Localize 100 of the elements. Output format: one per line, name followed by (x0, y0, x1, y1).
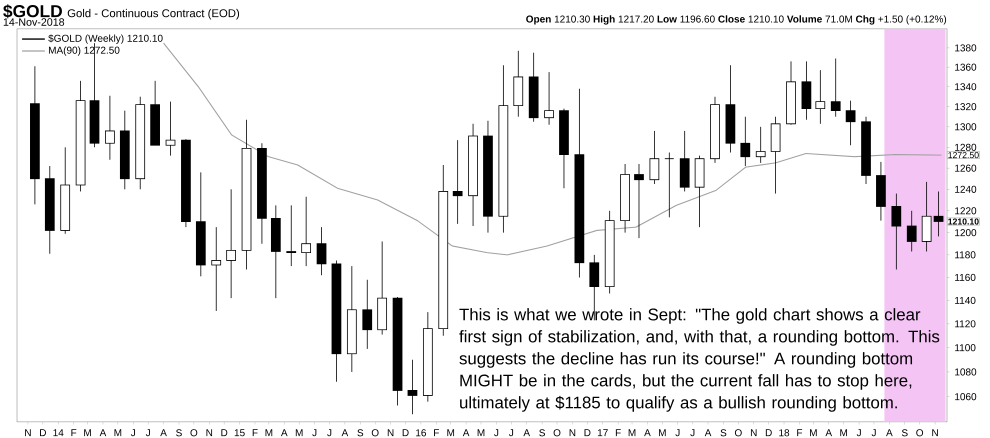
y-tick-label: 1280 (955, 144, 976, 151)
x-tick-label: J (130, 429, 136, 436)
x-tick-label: F (434, 429, 439, 436)
y-tick-label: 1380 (955, 44, 976, 52)
x-tick-label: 15 (234, 429, 245, 436)
x-tick-label: 14 (53, 429, 64, 436)
x-tick-label: S (176, 429, 182, 436)
x-tick-label: F (71, 429, 76, 436)
annotation: 1210.10 (948, 218, 979, 225)
candlestick (815, 70, 826, 124)
x-tick-label: M (658, 429, 666, 436)
candlestick (544, 72, 554, 126)
x-tick-label: M (296, 429, 303, 436)
x-tick-label: S (357, 429, 364, 436)
x-tick-label: N (206, 429, 212, 436)
x-tick-label: N (25, 429, 31, 436)
x-tick-label: J (690, 429, 694, 436)
x-tick-label: M (114, 429, 122, 436)
x-tick-label: D (584, 429, 590, 436)
candlestick (408, 359, 418, 415)
candlestick (226, 188, 236, 299)
x-tick-label: A (886, 429, 893, 436)
candlestick (830, 58, 841, 118)
x-tick-label: J (856, 429, 861, 436)
x-tick-label: F (797, 429, 802, 436)
y-tick-label: 1260 (955, 164, 976, 172)
y-tick-label: 1100 (955, 344, 976, 352)
x-tick-label: S (539, 429, 545, 436)
x-tick-label: A (704, 429, 712, 436)
y-tick-label: 1120 (955, 320, 976, 328)
x-tick-label: M (478, 429, 484, 436)
x-tick-label: A (523, 429, 530, 436)
x-tick-label: J (508, 429, 514, 436)
line-series (163, 42, 942, 256)
x-tick-label: A (825, 429, 832, 436)
text: 14-Nov-2018 (4, 18, 64, 26)
x-tick-label: M (810, 429, 817, 436)
y-tick-label: 1140 (955, 296, 976, 304)
x-tick-label: M (84, 429, 91, 436)
x-tick-label: O (916, 429, 924, 436)
candlestick (650, 130, 660, 184)
annotation: 1272.50 (948, 152, 979, 158)
x-tick-label: N (570, 429, 576, 436)
x-tick-label: F (252, 429, 258, 436)
x-tick-label: A (462, 429, 470, 436)
x-tick-label: A (100, 429, 106, 436)
x-tick-label: O (190, 429, 198, 436)
x-tick-label: N (388, 429, 394, 436)
y-tick-label: 1160 (955, 274, 976, 282)
x-tick-label: J (146, 429, 150, 436)
x-tick-label: S (902, 429, 908, 436)
candlestick (166, 101, 176, 156)
y-tick-label: 1340 (955, 83, 976, 90)
y-tick-label: 1360 (955, 64, 976, 71)
x-tick-label: M (266, 429, 272, 436)
x-tick-label: A (644, 429, 651, 436)
x-tick-label: J (872, 429, 876, 436)
x-tick-label: J (675, 429, 680, 436)
x-tick-label: D (221, 429, 228, 436)
candlestick (934, 191, 944, 237)
x-tick-label: D (402, 429, 409, 436)
x-tick-label: M (840, 429, 848, 436)
x-tick-label: 16 (416, 429, 426, 436)
candlestick (105, 95, 115, 160)
y-tick-label: 1080 (955, 368, 976, 376)
y-tick-label: 1060 (955, 393, 976, 400)
legend-label: $GOLD (Weekly) 1210.10 (48, 34, 163, 44)
x-tick-label: O (734, 429, 742, 436)
x-tick-label: A (280, 429, 288, 436)
x-tick-label: M (447, 429, 454, 436)
x-tick-label: 17 (598, 429, 608, 436)
x-tick-label: D (40, 429, 46, 436)
y-tick-label: 1200 (955, 229, 976, 236)
chart-subtitle: Gold - Continuous Contract (EOD) (68, 8, 240, 20)
x-tick-label: N (932, 429, 938, 436)
x-tick-label: 18 (779, 429, 790, 436)
candlestick (906, 210, 917, 252)
candlestick (211, 226, 222, 312)
x-tick-label: O (554, 429, 560, 436)
candlestick (316, 226, 326, 276)
candlestick (740, 116, 750, 166)
x-tick-label: M (628, 429, 636, 436)
candlestick (452, 140, 463, 224)
candlestick (634, 164, 644, 239)
candlestick (846, 100, 856, 146)
y-tick-label: 1220 (955, 207, 976, 214)
x-tick-label: A (342, 429, 348, 436)
x-tick-label: S (720, 429, 726, 436)
candlestick (301, 196, 312, 267)
y-tick-label: 1320 (955, 103, 976, 110)
x-tick-label: F (616, 429, 621, 436)
y-tick-label: 1240 (955, 186, 976, 193)
x-tick-label: N (750, 429, 757, 436)
candlestick (362, 279, 372, 350)
x-tick-label: D (766, 429, 772, 436)
text: Open 1210.30 High 1217.20 Low 1196.60 Close 1210.10 Volume 71.0M Chg +1.50 (+0.12%) (526, 15, 946, 25)
candlestick (664, 152, 674, 218)
x-tick-label: J (327, 429, 332, 436)
x-tick-label: J (494, 429, 498, 436)
chart-title: $GOLD (3, 4, 62, 18)
